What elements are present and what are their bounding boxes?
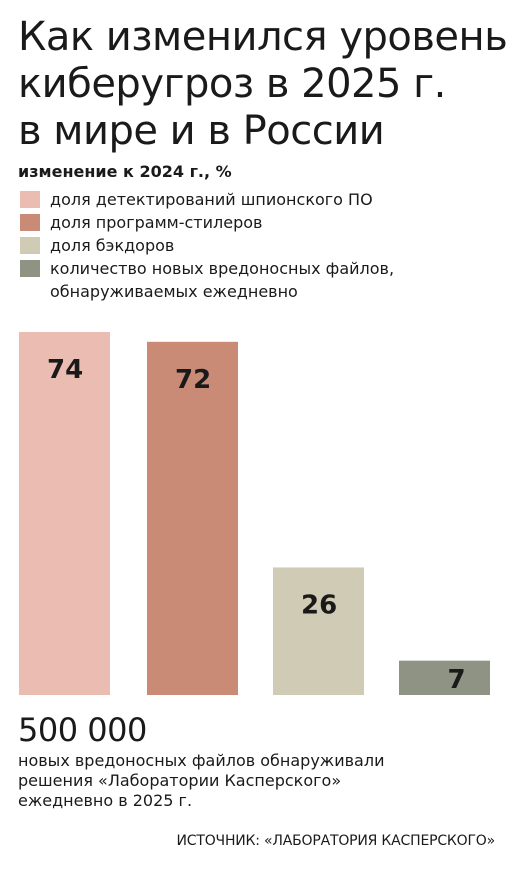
chart-title-line: в мире и в России bbox=[18, 108, 385, 154]
bar-1 bbox=[19, 332, 110, 695]
bar-4 bbox=[399, 660, 490, 695]
highlight-number: 500 000 bbox=[18, 711, 147, 749]
highlight-note-line: новых вредоносных файлов обнаруживали bbox=[18, 751, 385, 770]
legend-swatch bbox=[20, 214, 40, 231]
source-credit: ИСТОЧНИК: «ЛАБОРАТОРИЯ КАСПЕРСКОГО» bbox=[176, 833, 496, 849]
chart-title-line: киберугроз в 2025 г. bbox=[18, 61, 446, 107]
legend-swatch bbox=[20, 191, 40, 208]
bar-3 bbox=[273, 567, 364, 695]
highlight-note-line: решения «Лаборатории Касперского» bbox=[18, 771, 342, 790]
bar-value-label: 7 bbox=[448, 665, 466, 695]
legend-label: количество новых вредоносных файлов, обн… bbox=[50, 259, 395, 301]
legend-item-stealers: доля программ-стилеров bbox=[20, 211, 500, 234]
legend-item-spyware: доля детектирований шпионского ПО bbox=[20, 188, 500, 211]
legend-swatch bbox=[20, 237, 40, 254]
bar-value-label: 74 bbox=[47, 355, 83, 385]
chart-subtitle: изменение к 2024 г., % bbox=[18, 162, 232, 181]
chart-title: Как изменился уровень киберугроз в 2025 … bbox=[18, 14, 508, 155]
legend-item-new-files: количество новых вредоносных файлов, обн… bbox=[20, 257, 500, 303]
legend-item-backdoors: доля бэкдоров bbox=[20, 234, 500, 257]
bar-2 bbox=[147, 341, 238, 695]
bar-chart: 74 72 26 7 bbox=[19, 332, 490, 695]
legend: доля детектирований шпионского ПО доля п… bbox=[20, 188, 500, 303]
legend-label: доля бэкдоров bbox=[50, 236, 175, 255]
bar-value-label: 26 bbox=[301, 590, 337, 620]
legend-label: доля программ-стилеров bbox=[50, 213, 263, 232]
legend-label: доля детектирований шпионского ПО bbox=[50, 190, 373, 209]
highlight-note-line: ежедневно в 2025 г. bbox=[18, 791, 193, 810]
legend-swatch bbox=[20, 260, 40, 277]
chart-title-line: Как изменился уровень bbox=[18, 14, 508, 60]
bar-value-label: 72 bbox=[175, 365, 211, 395]
highlight-note: новых вредоносных файлов обнаруживали ре… bbox=[18, 751, 498, 811]
